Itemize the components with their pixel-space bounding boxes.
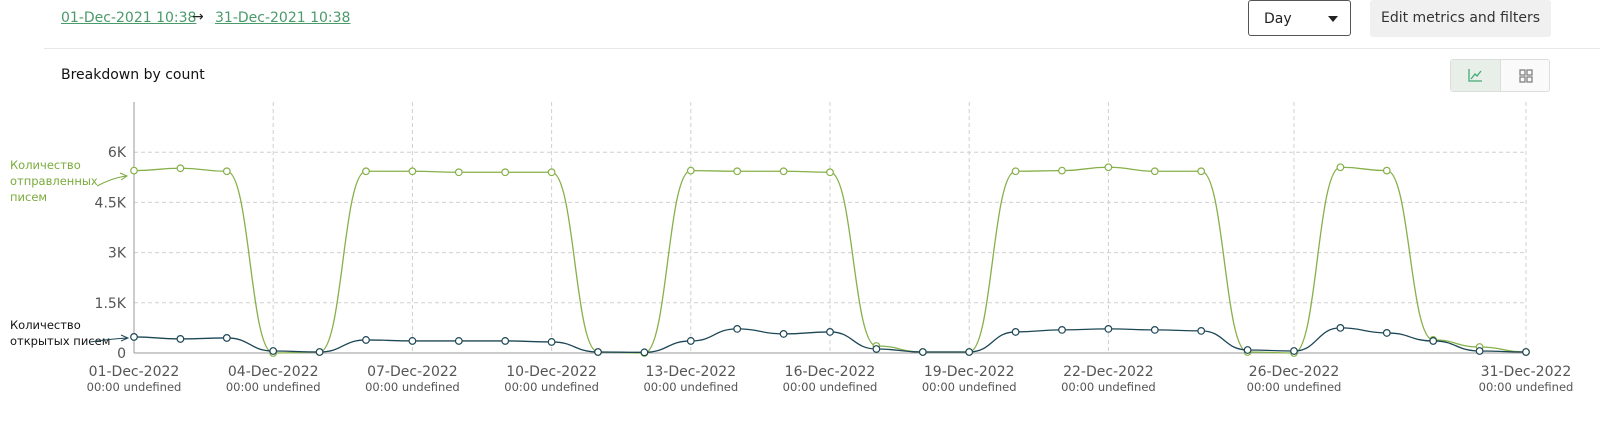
data-point: [362, 336, 370, 344]
separator: [44, 48, 1600, 49]
data-point: [1150, 326, 1159, 334]
data-point: [918, 348, 927, 356]
data-point: [733, 167, 742, 176]
x-tick-sublabel: 00:00 undefined: [1247, 380, 1342, 394]
data-point: [501, 337, 510, 345]
chart-title: Breakdown by count: [61, 67, 205, 83]
data-point: [965, 348, 974, 356]
data-point: [176, 335, 185, 343]
x-tick-label: 10-Dec-2022: [506, 364, 597, 380]
data-point: [1290, 347, 1298, 355]
data-point: [269, 347, 278, 355]
data-point: [779, 330, 788, 338]
data-point: [1197, 167, 1206, 176]
date-from[interactable]: 01-Dec-2021 10:38: [61, 10, 197, 26]
data-point: [176, 164, 185, 173]
data-point: [130, 333, 138, 341]
data-point: [547, 168, 556, 177]
x-tick-sublabel: 00:00 undefined: [922, 380, 1017, 394]
x-tick-label: 22-Dec-2022: [1063, 364, 1154, 380]
data-point: [1104, 163, 1113, 172]
edit-button[interactable]: Edit metrics and filters: [1370, 0, 1551, 37]
data-point: [826, 328, 834, 336]
data-point: [594, 348, 602, 356]
x-tick-sublabel: 00:00 undefined: [504, 380, 599, 394]
data-point: [1429, 337, 1438, 345]
x-tick-label: 26-Dec-2022: [1249, 364, 1340, 380]
data-point: [1104, 325, 1113, 333]
data-point: [130, 166, 138, 175]
y-tick-label: 0: [117, 346, 126, 362]
data-point: [779, 167, 788, 176]
data-point: [222, 334, 231, 342]
data-point: [1475, 347, 1484, 355]
data-point: [1197, 327, 1206, 335]
data-point: [408, 337, 417, 345]
x-tick-sublabel: 00:00 undefined: [87, 380, 182, 394]
data-point: [1150, 167, 1159, 176]
data-point: [501, 168, 510, 177]
x-tick-label: 31-Dec-2022: [1481, 364, 1572, 380]
data-point: [454, 337, 463, 345]
annotation-arrow: [89, 334, 130, 343]
data-point: [686, 337, 695, 345]
granularity-value: Day: [1264, 11, 1292, 27]
x-tick-sublabel: 00:00 undefined: [643, 380, 738, 394]
x-tick-sublabel: 00:00 undefined: [783, 380, 878, 394]
data-point: [547, 338, 556, 346]
x-tick-label: 01-Dec-2022: [89, 364, 180, 380]
data-point: [1011, 167, 1020, 176]
data-point: [1522, 348, 1530, 356]
x-tick-sublabel: 00:00 undefined: [365, 380, 460, 394]
grid-icon: [1519, 69, 1533, 83]
data-point: [1058, 166, 1066, 175]
x-tick-sublabel: 00:00 undefined: [226, 380, 321, 394]
x-tick-sublabel: 00:00 undefined: [1479, 380, 1574, 394]
date-arrow: →: [192, 9, 204, 25]
line-view-button[interactable]: [1451, 60, 1501, 91]
date-to[interactable]: 31-Dec-2021 10:38: [215, 10, 351, 26]
x-tick-label: 04-Dec-2022: [228, 364, 319, 380]
annotation-arrow: [96, 172, 129, 187]
series-label: Количество отправленных писем: [10, 158, 98, 204]
series-label: Количество открытых писем: [10, 318, 111, 348]
data-point: [362, 167, 370, 176]
x-tick-label: 07-Dec-2022: [367, 364, 458, 380]
y-tick-label: 4.5K: [95, 195, 127, 211]
y-tick-label: 1.5K: [95, 296, 127, 312]
data-point: [1336, 163, 1345, 172]
data-point: [1382, 166, 1391, 175]
data-point: [1382, 329, 1391, 337]
view-toggle: [1450, 59, 1550, 92]
line-icon: [1468, 69, 1482, 82]
data-point: [1058, 326, 1066, 334]
x-tick-label: 19-Dec-2022: [924, 364, 1015, 380]
dropdown-icon: [1328, 16, 1338, 22]
y-tick-label: 6K: [108, 145, 127, 161]
data-point: [408, 167, 417, 176]
x-tick-label: 13-Dec-2022: [645, 364, 736, 380]
y-tick-label: 3K: [108, 246, 127, 262]
data-point: [826, 168, 834, 177]
grid-view-button[interactable]: [1501, 60, 1549, 91]
data-point: [222, 167, 231, 176]
data-point: [1336, 324, 1345, 332]
data-point: [454, 168, 463, 177]
x-tick-label: 16-Dec-2022: [785, 364, 876, 380]
data-point: [315, 348, 324, 356]
series-line: [133, 166, 1527, 354]
data-point: [686, 166, 695, 175]
data-point: [1011, 328, 1020, 336]
granularity-select[interactable]: Day: [1248, 0, 1351, 36]
data-point: [733, 325, 742, 333]
x-tick-sublabel: 00:00 undefined: [1061, 380, 1156, 394]
data-point: [872, 345, 881, 353]
data-point: [640, 348, 649, 357]
data-point: [1243, 346, 1252, 354]
